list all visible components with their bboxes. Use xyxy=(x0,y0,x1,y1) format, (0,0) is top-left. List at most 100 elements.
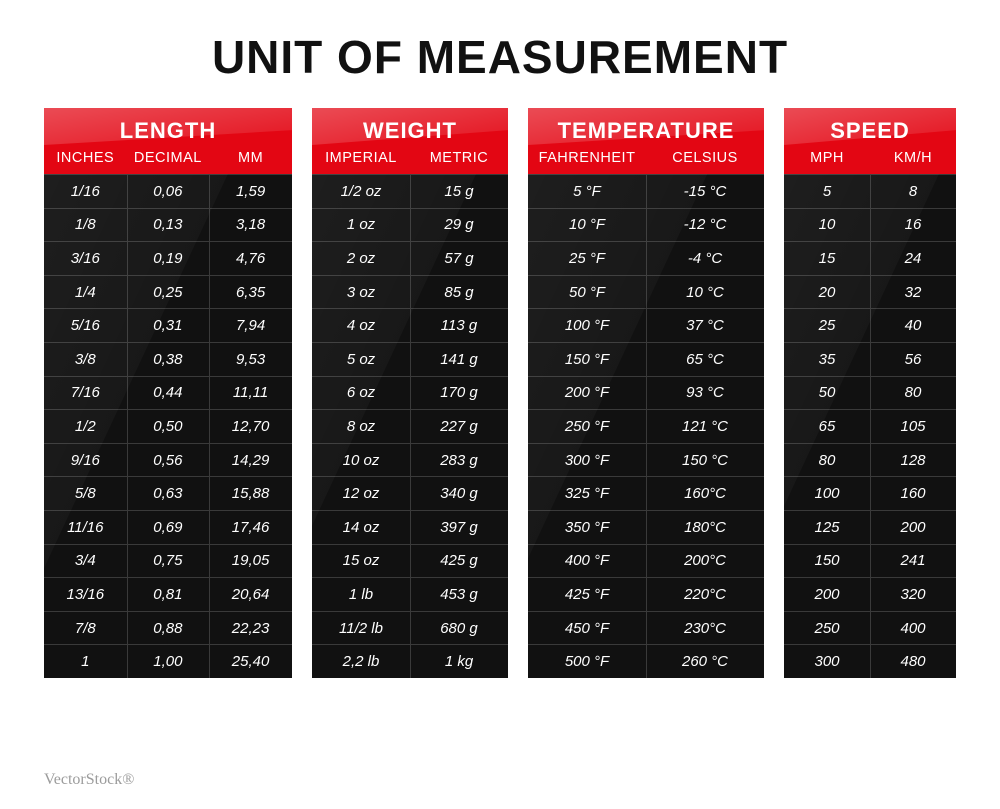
table-cell: 65 °C xyxy=(646,343,764,376)
table-cell: 12,70 xyxy=(209,410,292,443)
table-row: 3 oz85 g xyxy=(312,275,508,309)
table-cell: 0,25 xyxy=(127,276,210,309)
table-cell: 450 °F xyxy=(528,612,646,645)
table-cell: 14,29 xyxy=(209,444,292,477)
column-headers: IMPERIALMETRIC xyxy=(312,150,508,174)
table-row: 4 oz113 g xyxy=(312,308,508,342)
table-row: 3/40,7519,05 xyxy=(44,544,292,578)
table-cell: 200 °F xyxy=(528,377,646,410)
column-header: MPH xyxy=(784,150,870,166)
table-cell: 340 g xyxy=(410,477,508,510)
column-header: KM/H xyxy=(870,150,956,166)
table-row: 1/40,256,35 xyxy=(44,275,292,309)
table-cell: 80 xyxy=(870,377,956,410)
table-cell: 1/8 xyxy=(44,209,127,242)
table-cell: 4 oz xyxy=(312,309,410,342)
table-cell: 11/16 xyxy=(44,511,127,544)
table-row: 50 °F10 °C xyxy=(528,275,764,309)
table-row: 1/20,5012,70 xyxy=(44,409,292,443)
table-cell: 9,53 xyxy=(209,343,292,376)
table-title: SPEED xyxy=(784,108,956,150)
table-row: 10 °F-12 °C xyxy=(528,208,764,242)
table-cell: 10 oz xyxy=(312,444,410,477)
table-cell: 11/2 lb xyxy=(312,612,410,645)
table-row: 1016 xyxy=(784,208,956,242)
table-row: 1524 xyxy=(784,241,956,275)
table-row: 250 °F121 °C xyxy=(528,409,764,443)
table-cell: 22,23 xyxy=(209,612,292,645)
table-row: 3/160,194,76 xyxy=(44,241,292,275)
table-cell: 400 xyxy=(870,612,956,645)
table-cell: 200°C xyxy=(646,545,764,578)
table-cell: 15,88 xyxy=(209,477,292,510)
table-body: 5 °F-15 °C10 °F-12 °C25 °F-4 °C50 °F10 °… xyxy=(528,174,764,678)
table-cell: 0,50 xyxy=(127,410,210,443)
table-cell: 25,40 xyxy=(209,645,292,678)
table-cell: 2 oz xyxy=(312,242,410,275)
table-cell: 7/16 xyxy=(44,377,127,410)
table-weight: WEIGHTIMPERIALMETRIC1/2 oz15 g1 oz29 g2 … xyxy=(312,108,508,678)
tables-container: LENGTHINCHESDECIMALMM1/160,061,591/80,13… xyxy=(44,108,956,678)
table-cell: 7,94 xyxy=(209,309,292,342)
table-cell: 25 °F xyxy=(528,242,646,275)
table-cell: 3,18 xyxy=(209,209,292,242)
table-cell: 250 xyxy=(784,612,870,645)
column-header: DECIMAL xyxy=(127,150,210,166)
table-cell: 2,2 lb xyxy=(312,645,410,678)
table-row: 325 °F160°C xyxy=(528,476,764,510)
table-cell: 85 g xyxy=(410,276,508,309)
table-row: 5 oz141 g xyxy=(312,342,508,376)
table-cell: 5 xyxy=(784,175,870,208)
table-cell: 500 °F xyxy=(528,645,646,678)
table-cell: 9/16 xyxy=(44,444,127,477)
table-cell: 100 °F xyxy=(528,309,646,342)
page-title: UNIT OF MEASUREMENT xyxy=(44,30,956,84)
table-cell: 14 oz xyxy=(312,511,410,544)
table-row: 300 °F150 °C xyxy=(528,443,764,477)
table-cell: 1/2 oz xyxy=(312,175,410,208)
table-cell: 283 g xyxy=(410,444,508,477)
table-cell: 128 xyxy=(870,444,956,477)
table-row: 100160 xyxy=(784,476,956,510)
table-row: 5/80,6315,88 xyxy=(44,476,292,510)
table-cell: 200 xyxy=(870,511,956,544)
table-cell: 0,06 xyxy=(127,175,210,208)
table-header: TEMPERATUREFAHRENHEITCELSIUS xyxy=(528,108,764,174)
table-cell: 35 xyxy=(784,343,870,376)
table-body: 5810161524203225403556508065105801281001… xyxy=(784,174,956,678)
table-row: 9/160,5614,29 xyxy=(44,443,292,477)
table-cell: 425 g xyxy=(410,545,508,578)
table-cell: 56 xyxy=(870,343,956,376)
table-cell: 20 xyxy=(784,276,870,309)
table-cell: 40 xyxy=(870,309,956,342)
table-row: 2 oz57 g xyxy=(312,241,508,275)
table-cell: 3/8 xyxy=(44,343,127,376)
table-cell: 6,35 xyxy=(209,276,292,309)
table-cell: 0,31 xyxy=(127,309,210,342)
table-cell: 5 oz xyxy=(312,343,410,376)
table-cell: 220°C xyxy=(646,578,764,611)
table-cell: 227 g xyxy=(410,410,508,443)
table-cell: 320 xyxy=(870,578,956,611)
table-cell: 1 kg xyxy=(410,645,508,678)
table-row: 150 °F65 °C xyxy=(528,342,764,376)
table-cell: 3/4 xyxy=(44,545,127,578)
column-header: METRIC xyxy=(410,150,508,166)
footer-brand: VectorStock® xyxy=(44,771,134,789)
table-cell: 1/2 xyxy=(44,410,127,443)
table-cell: 200 xyxy=(784,578,870,611)
table-row: 250400 xyxy=(784,611,956,645)
table-cell: 230°C xyxy=(646,612,764,645)
column-headers: FAHRENHEITCELSIUS xyxy=(528,150,764,174)
table-cell: 50 °F xyxy=(528,276,646,309)
table-row: 80128 xyxy=(784,443,956,477)
table-cell: 80 xyxy=(784,444,870,477)
column-header: IMPERIAL xyxy=(312,150,410,166)
table-row: 125200 xyxy=(784,510,956,544)
table-cell: 1,00 xyxy=(127,645,210,678)
table-cell: 680 g xyxy=(410,612,508,645)
table-cell: 8 xyxy=(870,175,956,208)
table-cell: 0,69 xyxy=(127,511,210,544)
column-header: CELSIUS xyxy=(646,150,764,166)
table-row: 350 °F180°C xyxy=(528,510,764,544)
